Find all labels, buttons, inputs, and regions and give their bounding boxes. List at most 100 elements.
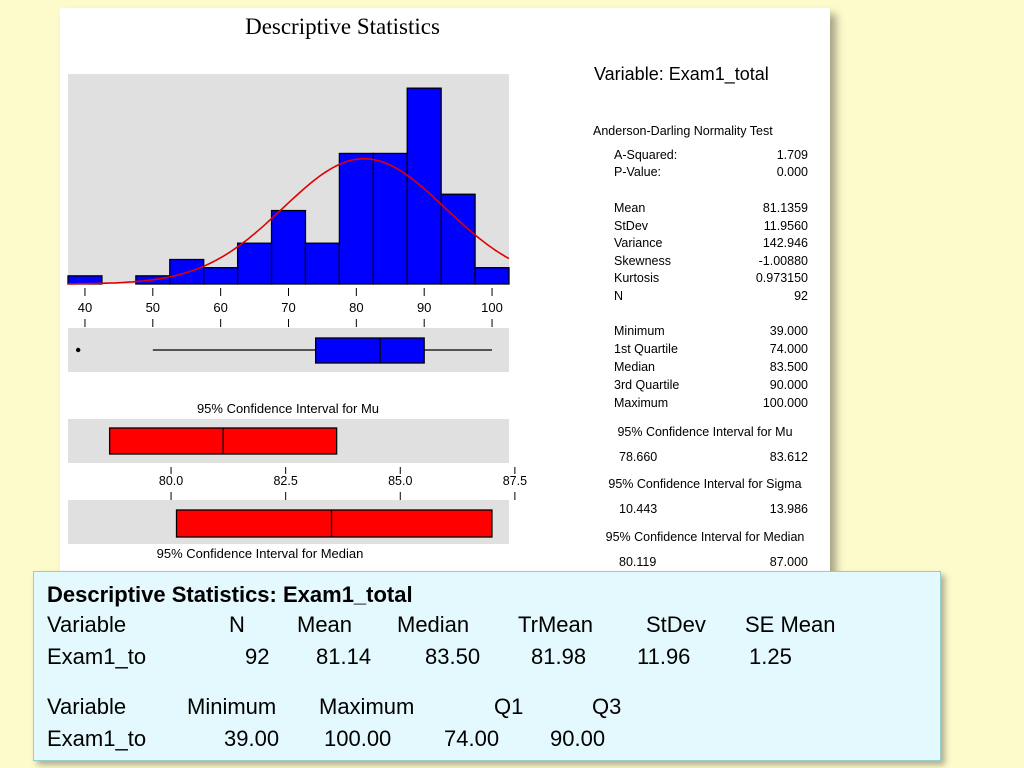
stat-value: 11.9560 xyxy=(763,219,808,233)
stat-label: Variance xyxy=(614,236,663,250)
stat-row: Median 83.500 xyxy=(614,360,808,377)
stat-label: 3rd Quartile xyxy=(614,378,680,392)
variable-title: Variable: Exam1_total xyxy=(594,64,769,84)
stat-label: A-Squared: xyxy=(614,148,678,162)
stat-row: Variance 142.946 xyxy=(614,236,808,253)
table1-cell: 81.14 xyxy=(316,644,372,669)
histogram-bar xyxy=(203,267,239,285)
table2-header: Maximum xyxy=(319,694,415,719)
table1-cell: 1.25 xyxy=(749,644,792,669)
stat-row: P-Value: 0.000 xyxy=(614,165,808,182)
minitab-output-panel: Descriptive Statistics 40 50 60 70 80 90 100 95… xyxy=(60,8,830,574)
histogram-bar xyxy=(406,87,442,285)
summary-title: Descriptive Statistics: Exam1_total xyxy=(47,582,413,607)
stat-row: StDev 11.9560 xyxy=(614,219,808,236)
stat-value: -1.00880 xyxy=(758,254,808,268)
stat-value: 74.000 xyxy=(769,342,808,356)
ci-mu-title: 95% Confidence Interval for Mu xyxy=(617,425,793,439)
stat-row: Minimum 39.000 xyxy=(614,324,808,341)
stat-label: N xyxy=(614,289,624,303)
table1-header: SE Mean xyxy=(745,612,836,637)
ci-sigma-high: 13.986 xyxy=(769,502,808,516)
histogram-bar xyxy=(474,267,510,285)
statistics-column: Variable: Exam1_total Anderson-Darling N… xyxy=(580,8,830,574)
x-tick-label: 70 xyxy=(281,300,295,315)
table1-cell: Exam1_to xyxy=(47,644,147,669)
table1-cell: 92 xyxy=(245,644,270,669)
table1-cell: 83.50 xyxy=(425,644,481,669)
histogram-bar xyxy=(440,193,476,285)
chart-title: Descriptive Statistics xyxy=(245,14,440,39)
table2-header: Q3 xyxy=(592,694,622,719)
ci-mu-chart-title: 95% Confidence Interval for Mu xyxy=(197,401,379,416)
stat-label: Mean xyxy=(614,201,646,215)
table2-cell: Exam1_to xyxy=(47,726,147,751)
table2-cell: 90.00 xyxy=(550,726,606,751)
stat-value: 100.000 xyxy=(762,396,808,410)
histogram-bar xyxy=(270,209,307,285)
x-tick-label: 80 xyxy=(349,300,363,315)
stat-row: Mean 81.1359 xyxy=(614,201,808,218)
descriptive-graphs: 40 50 60 70 80 90 100 95% Confidence Interval f… xyxy=(67,74,527,561)
table2-header: Q1 xyxy=(494,694,524,719)
table2-cell: 39.00 xyxy=(224,726,280,751)
ci-median-interval xyxy=(175,509,493,538)
histogram-bar xyxy=(372,152,408,285)
ci-mu-high: 83.612 xyxy=(769,450,808,464)
table1-cell: 81.98 xyxy=(531,644,587,669)
ci-tick-label: 85.0 xyxy=(388,474,412,488)
ci-mu-low: 78.660 xyxy=(619,450,658,464)
histogram-bar xyxy=(236,242,273,285)
table1-header: Median xyxy=(397,612,470,637)
stat-label: Skewness xyxy=(614,254,671,268)
x-tick-label: 90 xyxy=(417,300,431,315)
table1-header: Mean xyxy=(297,612,353,637)
ci-tick-label: 87.5 xyxy=(503,474,527,488)
table1-header: Variable xyxy=(47,612,127,637)
stat-value: 81.1359 xyxy=(762,201,808,215)
stat-label: Maximum xyxy=(614,396,669,410)
x-tick-label: 50 xyxy=(146,300,160,315)
table1-header: TrMean xyxy=(518,612,593,637)
stat-row: A-Squared: 1.709 xyxy=(614,148,808,165)
stat-row: Skewness -1.00880 xyxy=(614,254,808,271)
table2-cell: 74.00 xyxy=(444,726,500,751)
table1-header: StDev xyxy=(646,612,706,637)
stat-value: 83.500 xyxy=(769,360,808,374)
table2-cell: 100.00 xyxy=(324,726,392,751)
stat-row: 3rd Quartile 90.000 xyxy=(614,378,808,395)
ci-median-title: 95% Confidence Interval for Median xyxy=(605,530,805,544)
summary-callout: Descriptive Statistics: Exam1_total Vari… xyxy=(33,571,941,761)
stat-value: 0.000 xyxy=(776,165,808,179)
stat-row: Kurtosis 0.973150 xyxy=(614,271,808,288)
stat-label: Minimum xyxy=(614,324,665,338)
stat-label: Median xyxy=(614,360,655,374)
histogram-bar xyxy=(304,242,341,285)
stat-label: Kurtosis xyxy=(614,271,660,285)
stat-value: 39.000 xyxy=(769,324,808,338)
stat-label: 1st Quartile xyxy=(614,342,678,356)
boxplot-box xyxy=(314,337,425,364)
table2-header: Minimum xyxy=(187,694,277,719)
stat-row: N 92 xyxy=(614,289,808,306)
stat-value: 1.709 xyxy=(776,148,808,162)
stat-label: StDev xyxy=(614,219,649,233)
ci-median-chart-title: 95% Confidence Interval for Median xyxy=(157,546,364,561)
ci-tick-label: 82.5 xyxy=(273,474,297,488)
ci-median-low: 80.119 xyxy=(619,555,657,569)
table1-cell: 11.96 xyxy=(637,644,691,669)
ci-median-high: 87.000 xyxy=(769,555,808,569)
stat-value: 0.973150 xyxy=(755,271,808,285)
normal-curve xyxy=(68,158,510,285)
ci-sigma-title: 95% Confidence Interval for Sigma xyxy=(608,477,802,491)
x-tick-label: 60 xyxy=(213,300,227,315)
x-tick-label: 100 xyxy=(481,300,503,315)
table1-header: N xyxy=(229,612,245,637)
ci-tick-label: 80.0 xyxy=(159,474,183,488)
histogram-bar xyxy=(338,152,374,285)
x-tick-label: 40 xyxy=(78,300,92,315)
boxplot-outlier xyxy=(75,347,81,353)
stat-row: Maximum 100.000 xyxy=(614,396,808,413)
ci-sigma-low: 10.443 xyxy=(619,502,658,516)
normality-test-title: Anderson-Darling Normality Test xyxy=(593,124,773,138)
